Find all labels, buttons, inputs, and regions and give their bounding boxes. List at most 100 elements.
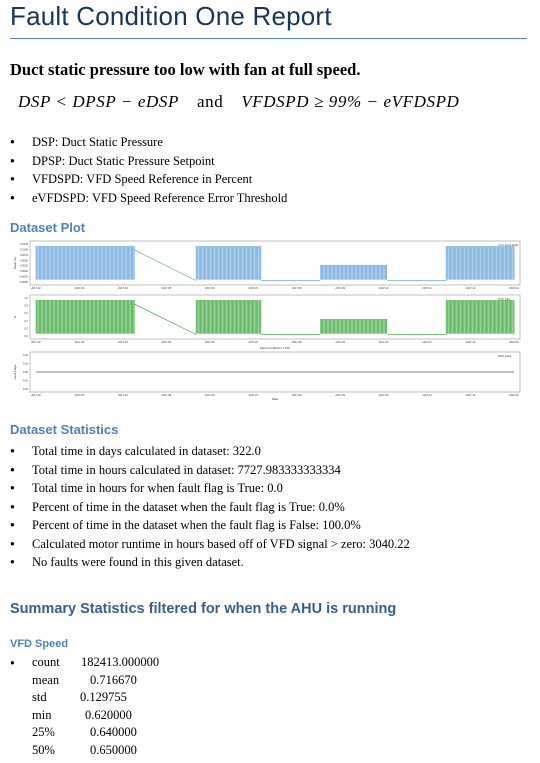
y-tick-label: -0.0025: [19, 275, 28, 279]
y-tick-label: 0.0025: [20, 264, 28, 268]
describe-value: 0.129755: [80, 690, 127, 705]
series-burst: [445, 300, 515, 334]
x-tick-label: 2017-04: [118, 286, 128, 290]
series-burst: [35, 300, 135, 334]
x-tick-label: 2017-09: [335, 340, 345, 344]
y-tick-label: 0.0125: [20, 242, 28, 246]
x-tick-label: 2017-09: [335, 286, 345, 290]
describe-value: 0.620000: [85, 707, 132, 722]
formula-left: DSP < DPSP − eDSP: [18, 92, 179, 111]
definition-item: DSP: Duct Static Pressure: [10, 133, 287, 152]
x-tick-label: 2017-07: [249, 286, 259, 290]
summary-statistics-heading: Summary Statistics filtered for when the…: [10, 601, 397, 617]
describe-value: 182413.000000: [81, 655, 160, 669]
statistics-item: Calculated motor runtime in hours based …: [10, 535, 410, 554]
x-tick-label: 2017-11: [422, 393, 432, 397]
x-tick-label: 2017-05: [162, 393, 172, 397]
x-tick-label: 2017-04: [118, 340, 128, 344]
statistics-item: Percent of time in the dataset when the …: [10, 516, 410, 535]
x-tick-label: 2017-02: [31, 286, 41, 290]
definition-item: DPSP: Duct Static Pressure Setpoint: [10, 152, 287, 171]
x-tick-label: 2017-10: [379, 393, 389, 397]
describe-key: 50%: [32, 742, 55, 757]
x-tick-label: 2017-03: [75, 286, 85, 290]
vfd-speed-heading: VFD Speed: [10, 638, 69, 650]
formula-right: VFDSPD ≥ 99% − eVFDSPD: [241, 92, 460, 111]
x-tick-label: 2017-05: [162, 340, 172, 344]
x-tick-label: 2017-10: [379, 340, 389, 344]
x-tick-label: 2017-04: [118, 393, 128, 397]
legend-label: Duct Static: [505, 243, 519, 247]
y-axis-label: %: [13, 315, 17, 318]
y-tick-label: -0.0050: [19, 280, 28, 284]
statistics-item: Total time in hours calculated in datase…: [10, 461, 410, 480]
report-subtitle: Duct static pressure too low with fan at…: [10, 60, 361, 79]
dataset-plot-heading: Dataset Plot: [10, 220, 86, 235]
statistics-item: Percent of time in the dataset when the …: [10, 498, 410, 517]
series-gap-line: [133, 249, 197, 281]
y-tick-label: 0.0100: [20, 247, 28, 251]
statistics-item: No faults were found in this given datas…: [10, 553, 410, 572]
describe-value: 0.640000: [90, 725, 137, 740]
describe-key: 25%: [32, 725, 55, 740]
describe-value: 0.650000: [90, 742, 137, 757]
y-tick-label: 0.0000: [20, 269, 28, 273]
y-tick-label: 0.2: [24, 326, 28, 330]
x-tick-label: 2017-07: [249, 393, 259, 397]
describe-value: 0.716670: [90, 672, 137, 687]
x-tick-label: 2017-07: [249, 340, 259, 344]
y-axis-label: Static (in): [13, 257, 17, 270]
x-tick-label: 2017-11: [422, 286, 432, 290]
series-burst: [195, 300, 262, 334]
report-title: Fault Condition One Report: [10, 1, 332, 31]
x-tick-label: 2017-03: [75, 340, 85, 344]
series-burst: [35, 246, 135, 280]
x-tick-label: 2017-08: [292, 286, 302, 290]
plot-panel: [29, 294, 521, 340]
y-tick-label: 0.6: [24, 311, 28, 315]
plot-panel: [29, 240, 521, 286]
x-tick-label: 2017-06: [205, 286, 215, 290]
statistics-item: Total time in days calculated in dataset…: [10, 442, 410, 461]
x-tick-label: 2017-05: [162, 286, 172, 290]
statistics-list: Total time in days calculated in dataset…: [10, 442, 410, 572]
x-tick-label: 2017-06: [205, 340, 215, 344]
definitions-list: DSP: Duct Static Pressure DPSP: Duct Sta…: [10, 133, 287, 207]
x-axis-label: Date: [272, 397, 279, 401]
y-tick-label: 0.02: [23, 362, 29, 366]
x-tick-label: 2017-06: [205, 393, 215, 397]
x-tick-label: 2018-01: [509, 340, 519, 344]
series-burst: [320, 318, 388, 334]
describe-key: min: [32, 707, 52, 722]
x-tick-label: 2018-01: [509, 393, 519, 397]
x-tick-label: 2017-08: [292, 340, 302, 344]
y-tick-label: 0.00: [23, 370, 29, 374]
series-burst: [445, 246, 515, 280]
series-burst: [320, 264, 388, 280]
y-tick-label: 1.0: [24, 296, 28, 300]
x-tick-label: 2017-09: [335, 393, 345, 397]
describe-key: count: [32, 655, 60, 669]
x-tick-label: 2017-12: [466, 340, 476, 344]
series-gap-line: [133, 303, 197, 335]
fault-formula: DSP < DPSP − eDSP and VFDSPD ≥ 99% − eVFDS…: [18, 92, 459, 112]
y-tick-label: 0.04: [23, 353, 29, 357]
describe-key: std: [32, 690, 47, 705]
title-divider: [10, 38, 527, 39]
x-tick-label: 2017-03: [75, 393, 85, 397]
y-tick-label: -0.02: [22, 379, 28, 383]
y-tick-label: 0.4: [24, 319, 28, 323]
x-tick-label: 2018-01: [509, 286, 519, 290]
x-tick-label: 2017-12: [466, 393, 476, 397]
x-tick-label: 2017-11: [422, 340, 432, 344]
x-tick-label: 2017-02: [31, 340, 41, 344]
dataset-statistics-heading: Dataset Statistics: [10, 422, 119, 437]
x-tick-label: 2017-10: [379, 286, 389, 290]
definition-item: VFDSPD: VFD Speed Reference in Percent: [10, 170, 287, 189]
x-tick-label: 2017-12: [466, 286, 476, 290]
x-tick-label: 2017-02: [31, 393, 41, 397]
y-tick-label: 0.0: [24, 334, 28, 338]
plot-title: Fault Conditions 1 Plot: [260, 346, 290, 350]
legend-label: Fan: [505, 297, 510, 301]
